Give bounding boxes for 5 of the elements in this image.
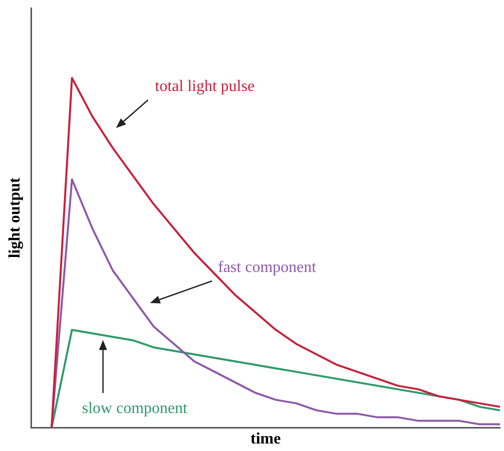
text: fast component bbox=[218, 259, 316, 277]
text: total light pulse bbox=[155, 78, 255, 96]
series-label: slow component bbox=[82, 400, 188, 418]
y-axis-title: light output bbox=[6, 176, 24, 258]
x-axis-title: time bbox=[250, 430, 281, 448]
